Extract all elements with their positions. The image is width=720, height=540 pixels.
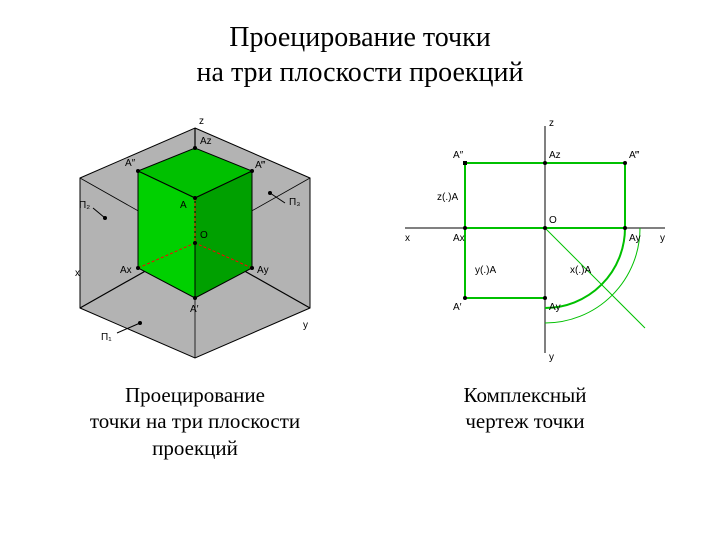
- label-Axb: Аx: [453, 233, 465, 244]
- label-Ay: Аy: [257, 265, 269, 276]
- label-x: x: [75, 268, 80, 279]
- label-x2: x: [405, 233, 410, 244]
- caption-right: Комплексныйчертеж точки: [375, 382, 675, 461]
- label-A3: А‴: [255, 160, 266, 171]
- diagram-2d: z(.)A y(.)A x(.)A z x y y А″ Аz А‴ Аx О …: [375, 108, 675, 368]
- diagram-3d: z x y А″ Аz А‴ А Аx О А′ Аy П₂ П₃ П₁: [45, 108, 345, 368]
- label-A2b: А″: [453, 150, 464, 161]
- label-A: А: [180, 200, 187, 211]
- label-zA: z(.)A: [437, 192, 458, 203]
- page-title: Проецирование точкина три плоскости прое…: [30, 20, 690, 90]
- label-y2: y: [660, 233, 665, 244]
- label-A2: А″: [125, 158, 136, 169]
- label-P1: П₁: [101, 332, 112, 343]
- label-Azb: Аz: [549, 150, 561, 161]
- label-z: z: [199, 116, 204, 127]
- label-Ob: О: [549, 215, 557, 226]
- label-A3b: А‴: [629, 150, 640, 161]
- label-Ay2: Аy: [549, 302, 561, 313]
- label-A1: А′: [190, 304, 199, 315]
- label-xA: x(.)A: [570, 265, 591, 276]
- label-A1b: А′: [453, 302, 462, 313]
- label-yA: y(.)A: [475, 265, 496, 276]
- label-O: О: [200, 230, 208, 241]
- label-P2: П₂: [79, 200, 90, 211]
- label-Az: Аz: [200, 136, 212, 147]
- label-z2: z: [549, 118, 554, 129]
- label-y: y: [303, 320, 308, 331]
- label-y3: y: [549, 352, 554, 363]
- caption-left: Проецированиеточки на три плоскостипроек…: [45, 382, 345, 461]
- label-Ax: Аx: [120, 265, 132, 276]
- label-P3: П₃: [289, 197, 300, 208]
- label-Ayb: Аy: [629, 233, 641, 244]
